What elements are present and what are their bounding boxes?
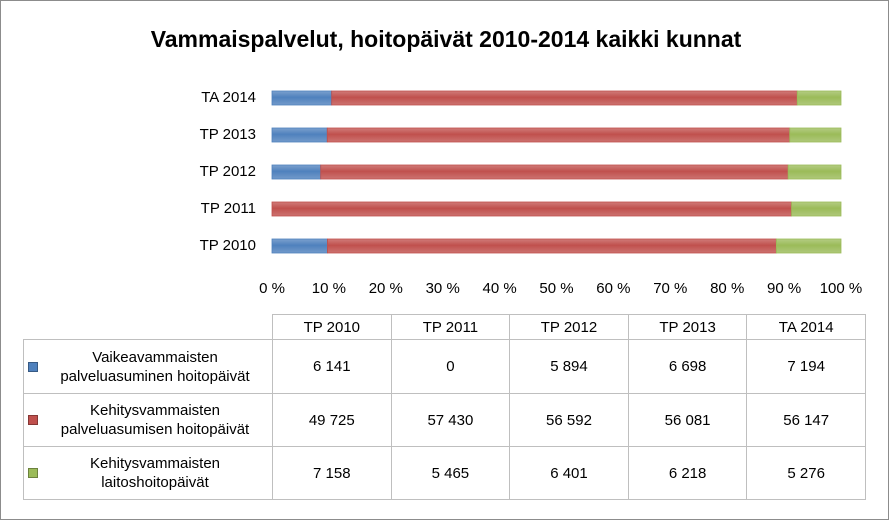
legend-label: Kehitysvammaisten laitoshoitopäivät — [89, 455, 221, 491]
y-tick-label: TP 2010 — [200, 237, 256, 254]
table-value: 6 698 — [627, 339, 748, 394]
bar-segment — [789, 127, 842, 143]
bar-segment — [271, 90, 333, 106]
table-header: TP 2012 — [509, 314, 629, 340]
table-header: TA 2014 — [746, 314, 866, 340]
table-value: 6 141 — [272, 339, 392, 394]
legend-cell: Kehitysvammaisten palveluasumisen hoitop… — [23, 393, 273, 447]
legend-label: Kehitysvammaisten palveluasumisen hoitop… — [60, 402, 250, 438]
table-value: 57 430 — [390, 393, 511, 447]
table-header: TP 2013 — [627, 314, 748, 340]
legend-swatch — [28, 361, 38, 372]
bar-segment — [331, 90, 798, 106]
bar-segment — [791, 201, 842, 217]
table-value: 5 894 — [509, 339, 629, 394]
legend-cell: Kehitysvammaisten laitoshoitopäivät — [23, 446, 273, 500]
y-tick-label: TP 2013 — [200, 126, 256, 143]
bar-segment — [327, 238, 777, 254]
table-value: 7 158 — [272, 446, 392, 500]
x-tick-label: 20 % — [369, 280, 403, 297]
legend-cell: Vaikeavammaisten palveluasuminen hoitopä… — [23, 339, 273, 394]
bar-segment — [271, 238, 328, 254]
chart-title: Vammaispalvelut, hoitopäivät 2010-2014 k… — [151, 26, 742, 52]
bar-segment — [271, 127, 328, 143]
x-tick-label: 40 % — [482, 280, 516, 297]
y-tick-label: TP 2011 — [201, 200, 256, 217]
x-tick-label: 70 % — [653, 280, 687, 297]
table-value: 0 — [390, 339, 511, 394]
x-tick-label: 60 % — [596, 280, 630, 297]
bar-segment — [796, 90, 842, 106]
table-value: 56 147 — [746, 393, 866, 447]
x-tick-label: 0 % — [259, 280, 285, 297]
x-tick-label: 100 % — [820, 280, 863, 297]
table-value: 5 276 — [746, 446, 866, 500]
bar-segment — [326, 127, 791, 143]
table-value: 6 401 — [509, 446, 629, 500]
bar-segment — [787, 164, 842, 180]
bar-segment — [271, 201, 792, 217]
x-tick-label: 10 % — [312, 280, 346, 297]
y-tick-label: TA 2014 — [201, 89, 256, 106]
bar-segment — [320, 164, 789, 180]
table-value: 7 194 — [746, 339, 866, 394]
table-header: TP 2010 — [272, 314, 392, 340]
legend-swatch — [28, 415, 38, 425]
table-value: 49 725 — [272, 393, 392, 447]
x-tick-label: 90 % — [767, 280, 801, 297]
bar-segment — [271, 164, 322, 180]
table-header: TP 2011 — [390, 314, 511, 340]
x-tick-label: 30 % — [426, 280, 460, 297]
legend-label: Vaikeavammaisten palveluasuminen hoitopä… — [60, 348, 250, 385]
legend-swatch — [28, 468, 38, 478]
x-tick-label: 80 % — [710, 280, 744, 297]
x-tick-label: 50 % — [539, 280, 573, 297]
bar-segment — [775, 238, 842, 254]
table-value: 5 465 — [390, 446, 511, 500]
y-tick-label: TP 2012 — [200, 163, 256, 180]
table-value: 56 081 — [627, 393, 748, 447]
table-value: 56 592 — [509, 393, 629, 447]
table-value: 6 218 — [627, 446, 748, 500]
